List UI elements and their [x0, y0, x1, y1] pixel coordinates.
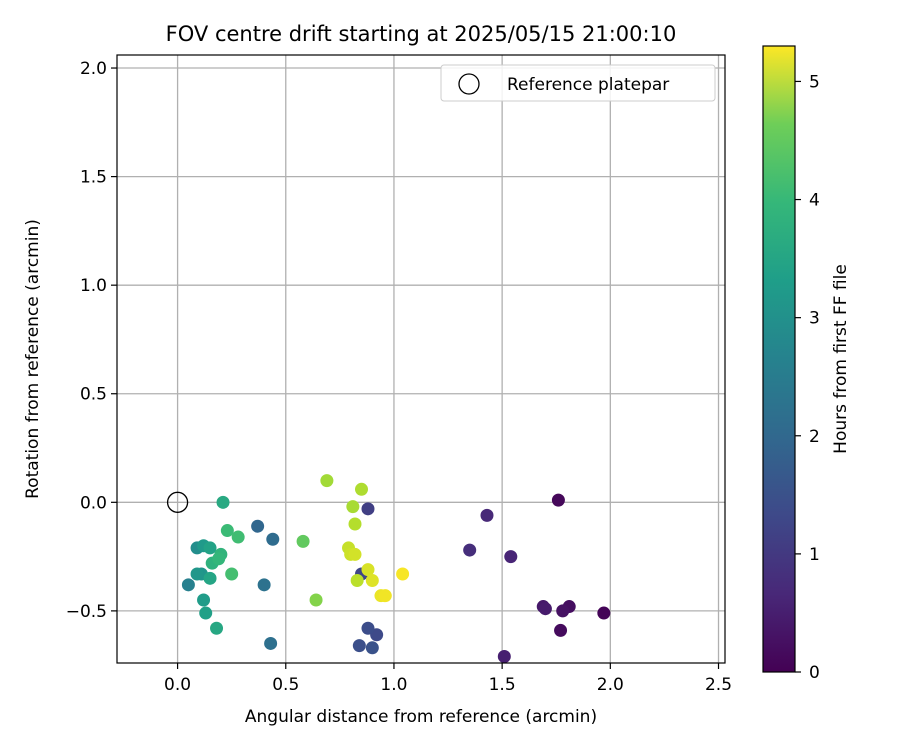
scatter-point — [212, 552, 226, 566]
colorbar-tick-label: 5 — [809, 72, 820, 92]
scatter-point — [396, 567, 410, 581]
scatter-point — [350, 573, 364, 587]
x-tick-label: 2.5 — [705, 675, 732, 695]
y-tick-label: 1.5 — [80, 168, 107, 188]
colorbar-tick-label: 3 — [809, 309, 820, 329]
x-tick-label: 1.5 — [489, 675, 516, 695]
scatter-point — [365, 641, 379, 655]
scatter-point — [378, 589, 392, 603]
legend-label-reference-platepar: Reference platepar — [507, 75, 669, 95]
chart-title: FOV centre drift starting at 2025/05/15 … — [166, 22, 677, 46]
scatter-point — [361, 621, 375, 635]
scatter-point — [554, 623, 568, 637]
scatter-point — [538, 602, 552, 616]
scatter-point — [225, 567, 239, 581]
x-tick-label: 2.0 — [597, 675, 624, 695]
y-axis-label: Rotation from reference (arcmin) — [23, 219, 43, 499]
scatter-point — [264, 636, 278, 650]
scatter-point — [365, 573, 379, 587]
colorbar-label: Hours from first FF file — [831, 264, 851, 454]
scatter-point — [181, 578, 195, 592]
scatter-point — [597, 606, 611, 620]
y-tick-label: −0.5 — [66, 602, 107, 622]
y-tick-label: 0.5 — [80, 385, 107, 405]
y-tick-label: 1.0 — [80, 276, 107, 296]
x-tick-label: 0.5 — [272, 675, 299, 695]
colorbar-ticks: 0 1 2 3 4 5 — [795, 72, 820, 683]
y-tick-label: 2.0 — [80, 59, 107, 79]
colorbar: 0 1 2 3 4 5 Hours from first FF file — [762, 45, 851, 683]
scatter-point — [190, 567, 204, 581]
y-tick-label: 0.0 — [80, 493, 107, 513]
legend-marker-open-circle — [458, 73, 480, 95]
plot-frame — [116, 54, 726, 664]
scatter-point — [231, 530, 245, 544]
scatter-point — [346, 500, 360, 514]
x-tick-label: 1.0 — [380, 675, 407, 695]
scatter-point — [203, 571, 217, 585]
scatter-point — [210, 621, 224, 635]
scatter-point — [556, 604, 570, 618]
data-points — [181, 474, 611, 663]
scatter-point — [497, 649, 511, 663]
scatter-point — [320, 474, 334, 488]
y-axis-ticks: −0.5 0.0 0.5 1.0 1.5 2.0 — [66, 59, 117, 622]
scatter-point — [551, 493, 565, 507]
legend: Reference platepar — [440, 64, 716, 102]
scatter-point — [348, 547, 362, 561]
colorbar-tick-label: 0 — [809, 663, 820, 683]
scatter-point — [354, 482, 368, 496]
scatter-point — [504, 550, 518, 564]
scatter-point — [361, 563, 375, 577]
scatter-point — [352, 639, 366, 653]
scatter-point — [361, 502, 375, 516]
colorbar-tick-label: 4 — [809, 191, 820, 211]
scatter-point — [257, 578, 271, 592]
scatter-point — [197, 593, 211, 607]
reference-platepar-marker — [166, 491, 189, 513]
scatter-point — [216, 495, 230, 509]
scatter-point — [220, 524, 234, 538]
legend-box — [440, 64, 716, 102]
scatter-point — [199, 606, 213, 620]
scatter-point — [266, 532, 280, 546]
scatter-point — [203, 541, 217, 555]
x-axis-label: Angular distance from reference (arcmin) — [245, 707, 597, 727]
x-axis-ticks: 0.0 0.5 1.0 1.5 2.0 2.5 — [164, 663, 732, 695]
x-tick-label: 0.0 — [164, 675, 191, 695]
scatter-point — [348, 517, 362, 531]
colorbar-gradient — [762, 45, 796, 673]
scatter-point — [296, 534, 310, 548]
colorbar-tick-label: 2 — [809, 427, 820, 447]
scatter-point — [309, 593, 323, 607]
colorbar-tick-label: 1 — [809, 545, 820, 565]
scatter-point — [251, 519, 265, 533]
scatter-point — [463, 543, 477, 557]
grid-lines — [117, 55, 725, 663]
scatter-point — [480, 508, 494, 522]
